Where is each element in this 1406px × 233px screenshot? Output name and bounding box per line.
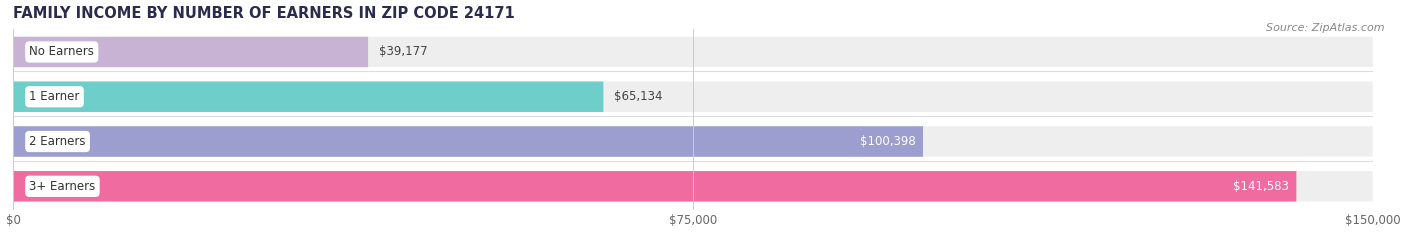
Text: Source: ZipAtlas.com: Source: ZipAtlas.com — [1267, 23, 1385, 33]
Text: 1 Earner: 1 Earner — [30, 90, 80, 103]
FancyBboxPatch shape — [13, 171, 1372, 202]
Text: $100,398: $100,398 — [860, 135, 915, 148]
FancyBboxPatch shape — [13, 126, 922, 157]
Text: $39,177: $39,177 — [380, 45, 427, 58]
FancyBboxPatch shape — [13, 37, 1372, 67]
Text: $141,583: $141,583 — [1233, 180, 1289, 193]
FancyBboxPatch shape — [13, 82, 603, 112]
Text: 2 Earners: 2 Earners — [30, 135, 86, 148]
Text: FAMILY INCOME BY NUMBER OF EARNERS IN ZIP CODE 24171: FAMILY INCOME BY NUMBER OF EARNERS IN ZI… — [13, 6, 515, 21]
Text: $65,134: $65,134 — [614, 90, 662, 103]
FancyBboxPatch shape — [13, 126, 1372, 157]
FancyBboxPatch shape — [13, 37, 368, 67]
Text: No Earners: No Earners — [30, 45, 94, 58]
FancyBboxPatch shape — [13, 82, 1372, 112]
FancyBboxPatch shape — [13, 171, 1296, 202]
Text: 3+ Earners: 3+ Earners — [30, 180, 96, 193]
